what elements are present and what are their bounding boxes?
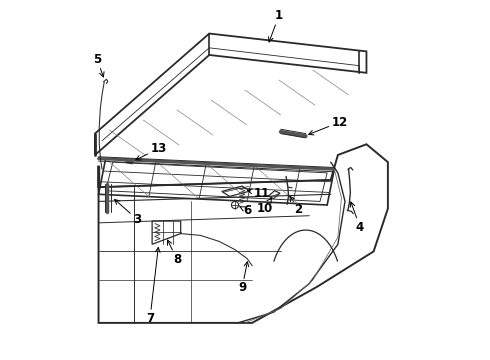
Text: 2: 2 xyxy=(290,196,303,216)
Text: 5: 5 xyxy=(93,53,104,77)
Text: 9: 9 xyxy=(238,262,249,294)
Text: 6: 6 xyxy=(240,204,251,217)
Text: 3: 3 xyxy=(115,199,141,226)
Text: 10: 10 xyxy=(257,198,273,215)
Text: 7: 7 xyxy=(146,247,160,325)
Text: 1: 1 xyxy=(269,9,283,42)
Text: 8: 8 xyxy=(168,240,181,266)
Text: 13: 13 xyxy=(136,142,167,160)
Text: 4: 4 xyxy=(350,202,364,234)
Text: 12: 12 xyxy=(309,116,348,135)
Text: 11: 11 xyxy=(247,187,270,200)
